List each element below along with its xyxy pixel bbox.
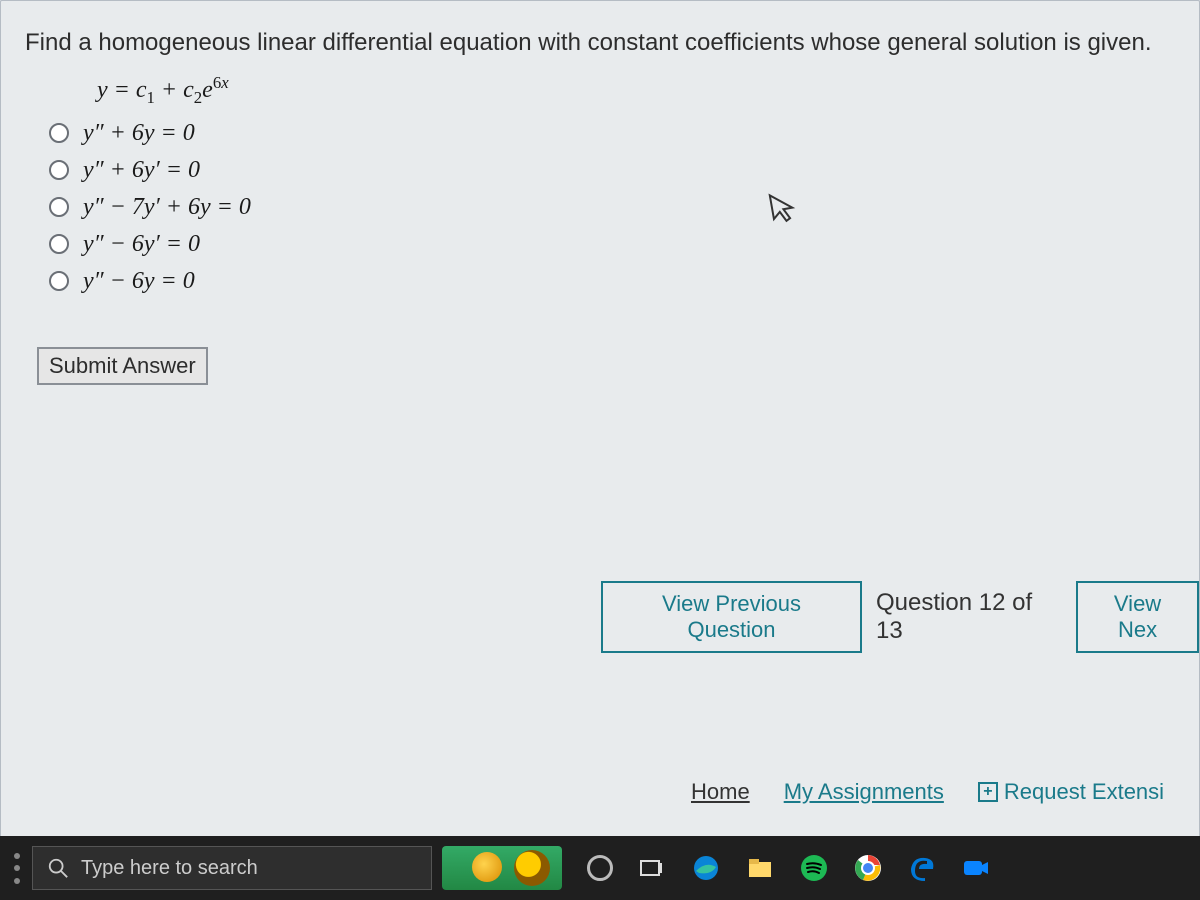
option-4[interactable]: y″ − 6y′ = 0 bbox=[49, 231, 1175, 258]
spotify-icon[interactable] bbox=[792, 846, 836, 890]
search-placeholder: Type here to search bbox=[81, 857, 258, 880]
question-panel: Find a homogeneous linear differential e… bbox=[0, 0, 1200, 900]
chrome-icon[interactable] bbox=[846, 846, 890, 890]
calendar-plus-icon: + bbox=[978, 782, 998, 802]
taskbar-icons bbox=[576, 846, 998, 890]
answer-options: y″ + 6y = 0 y″ + 6y′ = 0 y″ − 7y′ + 6y =… bbox=[49, 120, 1175, 295]
option-label: y″ − 7y′ + 6y = 0 bbox=[83, 194, 251, 221]
option-label: y″ + 6y = 0 bbox=[83, 120, 195, 147]
option-5[interactable]: y″ − 6y = 0 bbox=[49, 268, 1175, 295]
option-label: y″ + 6y′ = 0 bbox=[83, 157, 200, 184]
taskbar-widget[interactable] bbox=[442, 846, 562, 890]
question-counter: Question 12 of 13 bbox=[876, 589, 1062, 645]
given-equation: y = c1 + c2e6x bbox=[97, 73, 1175, 108]
windows-taskbar: Type here to search bbox=[0, 836, 1200, 900]
radio-icon[interactable] bbox=[49, 234, 69, 254]
option-2[interactable]: y″ + 6y′ = 0 bbox=[49, 157, 1175, 184]
request-extension-link[interactable]: + Request Extensi bbox=[978, 779, 1164, 805]
prev-question-button[interactable]: View Previous Question bbox=[601, 581, 862, 653]
camera-icon[interactable] bbox=[954, 846, 998, 890]
home-link[interactable]: Home bbox=[691, 779, 750, 805]
cortana-icon[interactable] bbox=[576, 846, 620, 890]
option-3[interactable]: y″ − 7y′ + 6y = 0 bbox=[49, 194, 1175, 221]
footer-links: Home My Assignments + Request Extensi bbox=[691, 779, 1164, 805]
submit-button[interactable]: Submit Answer bbox=[37, 347, 208, 385]
file-explorer-icon[interactable] bbox=[738, 846, 782, 890]
edge-icon[interactable] bbox=[684, 846, 728, 890]
option-label: y″ − 6y = 0 bbox=[83, 268, 195, 295]
radio-icon[interactable] bbox=[49, 123, 69, 143]
option-1[interactable]: y″ + 6y = 0 bbox=[49, 120, 1175, 147]
radio-icon[interactable] bbox=[49, 160, 69, 180]
question-prompt: Find a homogeneous linear differential e… bbox=[25, 29, 1175, 57]
radio-icon[interactable] bbox=[49, 197, 69, 217]
request-extension-label: Request Extensi bbox=[1004, 779, 1164, 805]
start-button[interactable] bbox=[8, 846, 26, 890]
edge-legacy-icon[interactable] bbox=[900, 846, 944, 890]
search-icon bbox=[47, 857, 69, 879]
next-question-button[interactable]: View Nex bbox=[1076, 581, 1199, 653]
task-view-icon[interactable] bbox=[630, 846, 674, 890]
radio-icon[interactable] bbox=[49, 271, 69, 291]
my-assignments-link[interactable]: My Assignments bbox=[784, 779, 944, 805]
question-pager: View Previous Question Question 12 of 13… bbox=[601, 581, 1199, 653]
taskbar-search[interactable]: Type here to search bbox=[32, 846, 432, 890]
option-label: y″ − 6y′ = 0 bbox=[83, 231, 200, 258]
